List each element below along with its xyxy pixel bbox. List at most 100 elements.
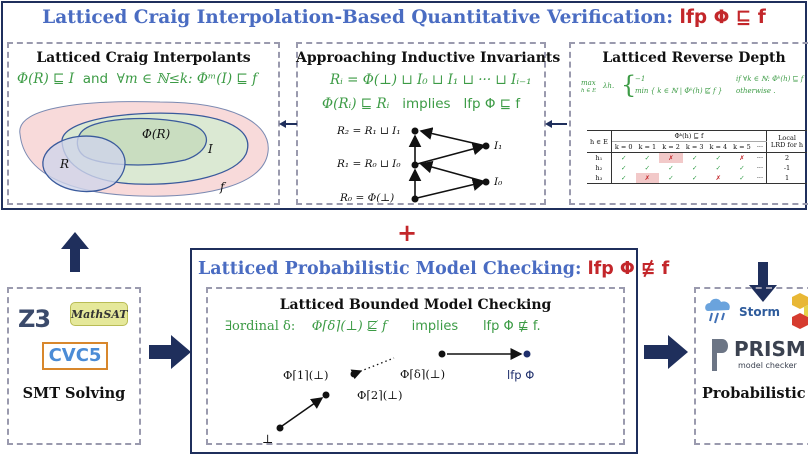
lrd-cell: ✗ [739, 154, 745, 162]
arrow-smt-to-craig [61, 232, 89, 272]
bmc-node-phid [438, 350, 446, 358]
lrd-cell: ✓ [691, 174, 698, 182]
bmc-node-lfp [523, 350, 531, 358]
arrow-smt-to-lpmc [149, 335, 191, 369]
k-header: k = 3 [682, 141, 707, 153]
hex-logo-icon [792, 293, 808, 329]
lrd-row: h₂ ✓ ✓ ✓ ✓ ✓ ✓ ··· -1 [587, 163, 808, 173]
invariants-panel-title: Approaching Inductive Invariants [296, 50, 561, 66]
lrd-cell: ✓ [644, 164, 651, 172]
k-header: ··· [753, 141, 767, 153]
lrd-row: h₃ ✓ ✗ ✓ ✓ ✗ ✓ ··· 1 [587, 173, 808, 184]
prism-icon [712, 339, 728, 371]
storm-logo-text: Storm [739, 305, 781, 319]
prism-subtext: model checker [738, 361, 797, 370]
reverse-depth-panel-clip: Latticed Reverse Depth max h ∈ E λh. { −… [569, 42, 808, 207]
lrd-cell: ✗ [635, 173, 660, 184]
lrd-cell: ✓ [739, 164, 745, 172]
k-header: k = 0 [611, 141, 636, 153]
label-phid: Φ⌈δ⌉(⊥) [400, 367, 446, 381]
label-f: f [220, 180, 225, 194]
bmc-panel [206, 287, 625, 445]
lpmc-title: Latticed Probabilistic Model Checking: l… [198, 259, 670, 279]
label-i1: I₁ [494, 140, 503, 152]
row-h: h₃ [587, 173, 612, 184]
invariants-formula-1: Rᵢ = Φ(⊥) ⊔ I₀ ⊔ I₁ ⊔ ··· ⊔ Iᵢ₋₁ [330, 72, 532, 88]
row-lrd: -1 [766, 163, 808, 173]
bmc-node-phi2 [350, 370, 358, 378]
prism-logo-text: PRISM [734, 337, 806, 361]
lrd-cell: ✓ [691, 164, 698, 172]
label-i: I [208, 142, 213, 156]
label-r1: R₁ = R₀ ⊔ I₀ [337, 158, 401, 170]
lrd-cell: ✓ [668, 164, 674, 172]
row-h: h₂ [587, 163, 612, 173]
lpmc-frame [190, 248, 638, 454]
lrd-cell: ✓ [620, 174, 627, 182]
label-bottom: ⊥ [262, 432, 274, 446]
label-r0: R₀ = Φ(⊥) [340, 192, 395, 204]
lrd-cell: ✓ [668, 174, 674, 182]
k-header: k = 1 [635, 141, 660, 153]
label-i0: I₀ [494, 176, 503, 188]
lrd-cell: ✓ [691, 154, 698, 162]
pmc-panel-clip: Storm PRISM model checker Probabilistic … [694, 287, 808, 447]
label-phi2: Φ⌈2⌉(⊥) [357, 388, 403, 402]
lrd-cell: ✗ [715, 174, 722, 182]
lrd-cell: ··· [756, 174, 764, 182]
lrd-cell: ✓ [620, 164, 627, 172]
label-r: R [60, 157, 70, 171]
row-lrd: 1 [766, 173, 808, 184]
z3-logo: Z3 [18, 305, 51, 333]
craig-venn-diagram [19, 101, 269, 197]
mathsat-logo: MathSAT [70, 302, 128, 326]
node-i1 [482, 142, 490, 150]
cvc5-logo: CVC5 [42, 342, 108, 370]
row-lrd: 2 [766, 152, 808, 163]
node-r0 [411, 195, 419, 203]
node-r1 [411, 161, 419, 169]
label-phi1: Φ⌈1⌉(⊥) [283, 368, 329, 382]
lrd-cell: ··· [756, 154, 764, 162]
label-lfp: lfp Φ [507, 368, 535, 382]
lrd-row: h₁ ✓ ✓ ✗ ✓ ✓ ✗ ··· 2 [587, 152, 808, 163]
craig-formula: Φ(R) ⊑ I and ∀m ∈ ℕ≤k: Φᵐ(I) ⊑ f [17, 71, 258, 87]
node-r2 [411, 127, 419, 135]
bmc-chain-diagram [276, 348, 531, 432]
craig-verification-frame [1, 1, 807, 210]
bmc-node-bottom [276, 424, 284, 432]
lrd-cell: ✓ [739, 174, 745, 182]
row-h: h₁ [587, 152, 612, 163]
arrow-depth-to-invariants [545, 120, 567, 128]
bmc-formula: ∃ordinal δ: Φ⌈δ⌉(⊥) ⋢ f implies lfp Φ ⋢ … [225, 319, 541, 334]
smt-panel [7, 287, 141, 445]
node-i0 [482, 178, 490, 186]
invariants-formula-2: Φ(Rᵢ) ⊑ Rᵢ implies lfp Φ ⊑ f [322, 96, 521, 112]
k-header: k = 4 [706, 141, 731, 153]
smt-label: SMT Solving [22, 385, 126, 402]
arrow-verification-to-pmc [749, 262, 777, 302]
craig-interpolants-panel [7, 42, 280, 205]
arrow-lpmc-to-pmc [644, 335, 688, 369]
lrd-cell: ✓ [644, 154, 651, 162]
bmc-title: Latticed Bounded Model Checking [279, 297, 552, 313]
invariants-chain-diagram [408, 127, 490, 203]
arrow-invariants-to-craig [279, 120, 297, 128]
bmc-node-phi1 [322, 391, 330, 399]
r-region [42, 135, 126, 193]
top-title: Latticed Craig Interpolation-Based Quant… [42, 7, 766, 28]
k-header: k = 2 [659, 141, 683, 153]
label-phi-r: Φ(R) [142, 127, 171, 141]
depth-panel-title: Latticed Reverse Depth [602, 50, 786, 66]
lrd-cell: ✓ [715, 154, 722, 162]
lrd-cell: ··· [756, 164, 764, 172]
k-header: k = 5 [730, 141, 754, 153]
lrd-cell: ✓ [620, 154, 627, 162]
storm-icon [705, 298, 730, 324]
lrd-cell: ✓ [715, 164, 722, 172]
plus-sign: + [397, 218, 418, 247]
craig-panel-title: Latticed Craig Interpolants [36, 50, 251, 66]
label-r2: R₂ = R₁ ⊔ I₁ [337, 125, 401, 137]
pmc-label: Probabilistic M [702, 385, 808, 402]
